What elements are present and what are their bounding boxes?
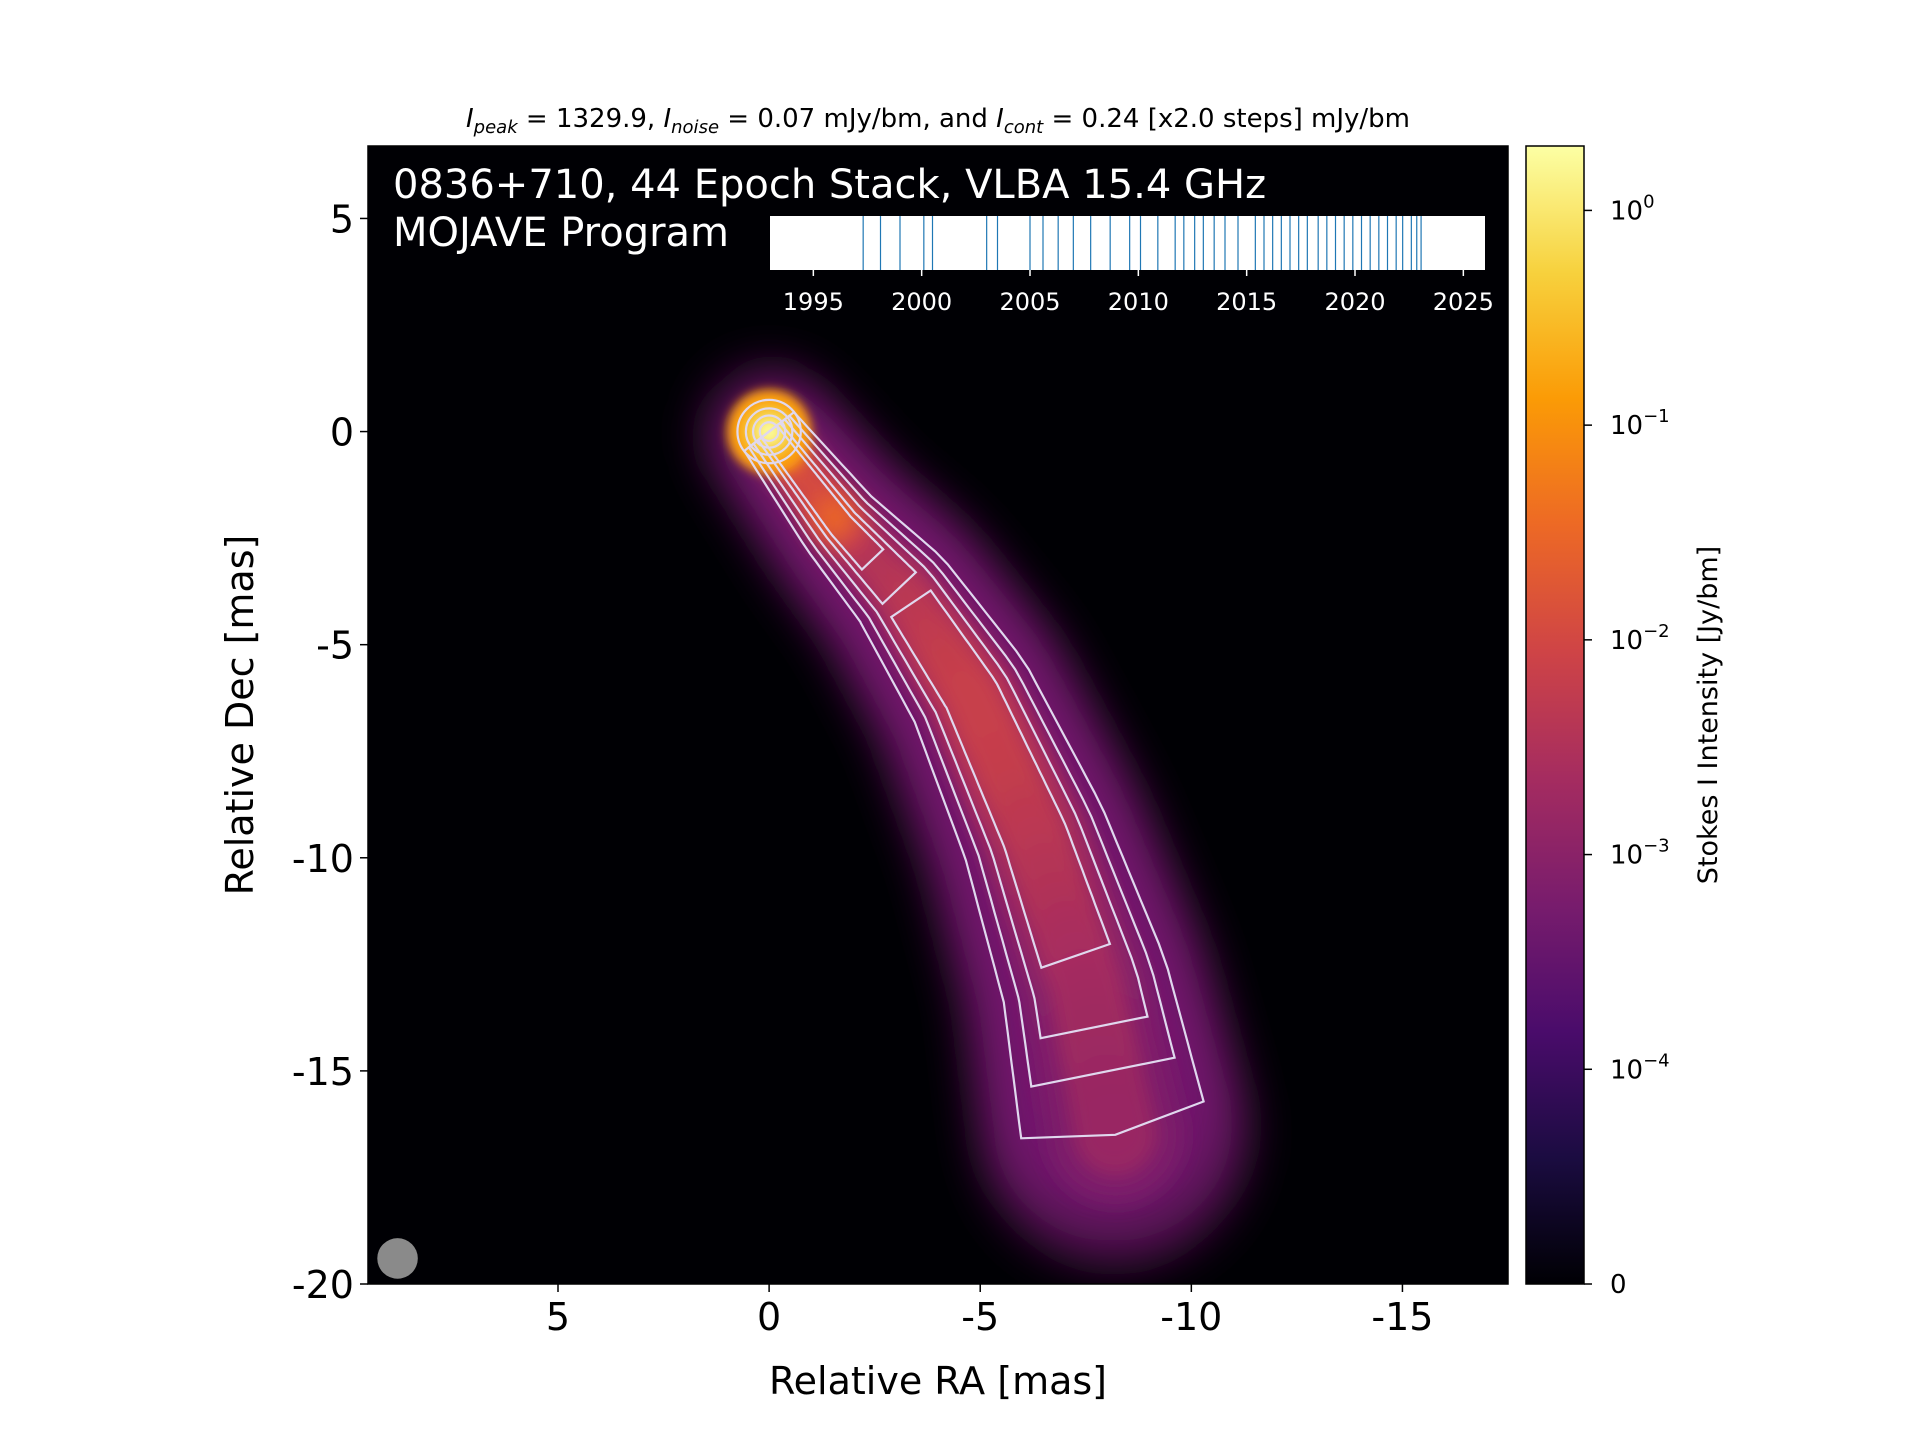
colorbar-tick-base: 10 (1610, 1055, 1643, 1085)
timeline-box (770, 216, 1485, 270)
colorbar-tick-exponent: −2 (1643, 621, 1670, 642)
colorbar-tick-base: 0 (1610, 1270, 1627, 1300)
x-tick-label: -15 (1371, 1295, 1433, 1339)
colorbar-fill (1526, 146, 1584, 1284)
colorbar-tick-exponent: −4 (1643, 1050, 1670, 1071)
core-contour (736, 398, 802, 465)
y-axis-label: Relative Dec [mas] (218, 535, 262, 896)
contour-line (759, 423, 885, 572)
title-peak-symbol: I (466, 104, 474, 134)
colorbar-tick-exponent: −1 (1643, 406, 1670, 427)
x-tick-label: 5 (546, 1295, 570, 1339)
colorbar-label: Stokes I Intensity [Jy/bm] (1693, 546, 1724, 884)
intensity-contours (736, 398, 1205, 1140)
colorbar-frame (1525, 145, 1585, 1285)
timeline-tick-label: 2020 (1324, 288, 1385, 316)
colorbar-tick-label: 10−3 (1610, 836, 1670, 871)
timeline-tick-label: 2000 (891, 288, 952, 316)
program-label: MOJAVE Program (393, 210, 729, 256)
core-contour (744, 407, 794, 456)
timeline-tick-label: 2005 (999, 288, 1060, 316)
colorbar-tick-label: 100 (1610, 191, 1655, 226)
colorbar-tick-base: 10 (1610, 411, 1643, 441)
contour-line (752, 417, 1149, 1040)
y-tick-label: -15 (292, 1050, 354, 1094)
contour-line (747, 414, 1176, 1088)
colorbar-tick-exponent: −3 (1643, 836, 1670, 857)
colorbar-tick-exponent: 0 (1643, 191, 1654, 212)
colorbar-tick-label: 0 (1610, 1270, 1627, 1300)
timeline-tick-label: 1995 (783, 288, 844, 316)
y-tick-label: -5 (316, 624, 354, 668)
core-contour (751, 414, 787, 449)
title-noise-subscript: noise (671, 117, 719, 138)
core-contour (758, 421, 780, 442)
x-tick-label: 0 (757, 1295, 781, 1339)
colorbar-tick-label: 10−2 (1610, 621, 1670, 656)
jet-emission (701, 364, 1251, 1270)
y-axis-ticks: 5 0 -5 -10 -15 -20 (292, 197, 368, 1307)
plot-frame (367, 145, 1509, 1285)
chart-title: Ipeak = 1329.9, Inoise = 0.07 mJy/bm, an… (466, 104, 1410, 138)
source-label: 0836+710, 44 Epoch Stack, VLBA 15.4 GHz (393, 162, 1266, 208)
contour-line (756, 421, 918, 606)
x-tick-label: -10 (1160, 1295, 1222, 1339)
title-peak-subscript: peak (473, 117, 520, 138)
title-noise-symbol: I (663, 104, 671, 134)
timeline-tick-label: 2010 (1108, 288, 1169, 316)
title-cont-value: = 0.24 [x2.0 steps] mJy/bm (1043, 104, 1410, 134)
beam-ellipse (377, 1238, 418, 1279)
x-axis-label: Relative RA [mas] (769, 1359, 1107, 1403)
x-tick-label: -5 (961, 1295, 999, 1339)
x-axis-ticks: 5 0 -5 -10 -15 (546, 1284, 1433, 1339)
y-tick-label: 5 (330, 197, 354, 241)
contour-line (889, 588, 1112, 970)
colorbar-tick-base: 10 (1610, 626, 1643, 656)
y-tick-label: -20 (292, 1263, 354, 1307)
image-panel: 0836+710, 44 Epoch Stack, VLBA 15.4 GHz … (367, 145, 1509, 1285)
timeline-tick-label: 2015 (1216, 288, 1277, 316)
y-tick-label: 0 (330, 411, 354, 455)
colorbar-tick-label: 10−4 (1610, 1050, 1670, 1085)
epoch-timeline: 1995 2000 2005 2010 2015 2020 2025 (770, 216, 1494, 316)
title-noise-value: = 0.07 mJy/bm, and (719, 104, 996, 134)
title-peak-value: = 1329.9, (518, 104, 664, 134)
y-tick-label: -10 (292, 837, 354, 881)
colorbar-tick-label: 10−1 (1610, 406, 1670, 441)
colorbar-tick-base: 10 (1610, 196, 1643, 226)
title-cont-symbol: I (996, 104, 1004, 134)
contour-line (742, 410, 1205, 1140)
colorbar-tick-base: 10 (1610, 841, 1643, 871)
title-cont-subscript: cont (1004, 117, 1044, 138)
timeline-tick-label: 2025 (1433, 288, 1494, 316)
